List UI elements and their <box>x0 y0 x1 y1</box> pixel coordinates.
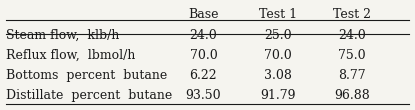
Text: 96.88: 96.88 <box>334 89 370 102</box>
Text: Bottoms  percent  butane: Bottoms percent butane <box>5 69 167 82</box>
Text: 70.0: 70.0 <box>190 49 217 61</box>
Text: 8.77: 8.77 <box>338 69 366 82</box>
Text: Steam flow,  klb/h: Steam flow, klb/h <box>5 29 119 42</box>
Text: 70.0: 70.0 <box>264 49 291 61</box>
Text: 93.50: 93.50 <box>186 89 221 102</box>
Text: Reflux flow,  lbmol/h: Reflux flow, lbmol/h <box>5 49 135 61</box>
Text: Test 2: Test 2 <box>333 8 371 21</box>
Text: 24.0: 24.0 <box>190 29 217 42</box>
Text: 24.0: 24.0 <box>338 29 366 42</box>
Text: 25.0: 25.0 <box>264 29 291 42</box>
Text: 75.0: 75.0 <box>338 49 366 61</box>
Text: 6.22: 6.22 <box>190 69 217 82</box>
Text: Distillate  percent  butane: Distillate percent butane <box>5 89 172 102</box>
Text: 3.08: 3.08 <box>264 69 291 82</box>
Text: 91.79: 91.79 <box>260 89 295 102</box>
Text: Test 1: Test 1 <box>259 8 297 21</box>
Text: Base: Base <box>188 8 219 21</box>
